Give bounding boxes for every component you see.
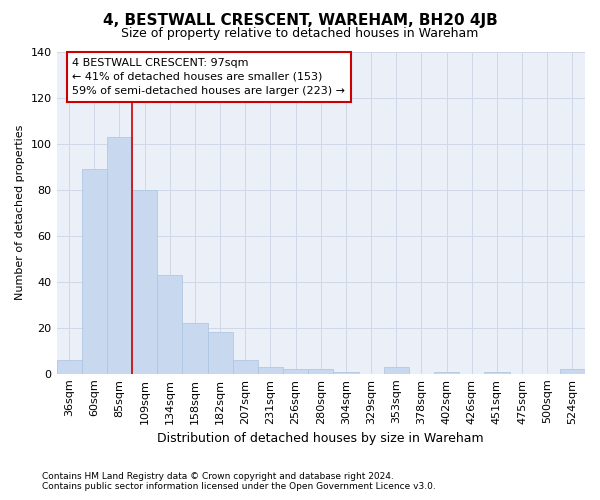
Bar (56, 360, 82, 374)
Bar (560, 369, 585, 374)
Bar (383, 367, 409, 374)
Bar (233, 360, 258, 374)
Bar (208, 332, 233, 374)
Text: Contains HM Land Registry data © Crown copyright and database right 2024.: Contains HM Land Registry data © Crown c… (42, 472, 394, 481)
X-axis label: Distribution of detached houses by size in Wareham: Distribution of detached houses by size … (157, 432, 484, 445)
Bar (258, 367, 283, 374)
Bar (107, 136, 132, 374)
Text: Size of property relative to detached houses in Wareham: Size of property relative to detached ho… (121, 28, 479, 40)
Bar (157, 275, 182, 374)
Bar (132, 190, 157, 374)
Text: 4 BESTWALL CRESCENT: 97sqm
← 41% of detached houses are smaller (153)
59% of sem: 4 BESTWALL CRESCENT: 97sqm ← 41% of deta… (73, 58, 346, 96)
Bar (484, 372, 509, 374)
Bar (283, 369, 308, 374)
Text: Contains public sector information licensed under the Open Government Licence v3: Contains public sector information licen… (42, 482, 436, 491)
Bar (434, 372, 459, 374)
Bar (334, 372, 359, 374)
Bar (308, 369, 334, 374)
Text: 4, BESTWALL CRESCENT, WAREHAM, BH20 4JB: 4, BESTWALL CRESCENT, WAREHAM, BH20 4JB (103, 12, 497, 28)
Bar (182, 323, 208, 374)
Bar (82, 169, 107, 374)
Y-axis label: Number of detached properties: Number of detached properties (15, 125, 25, 300)
